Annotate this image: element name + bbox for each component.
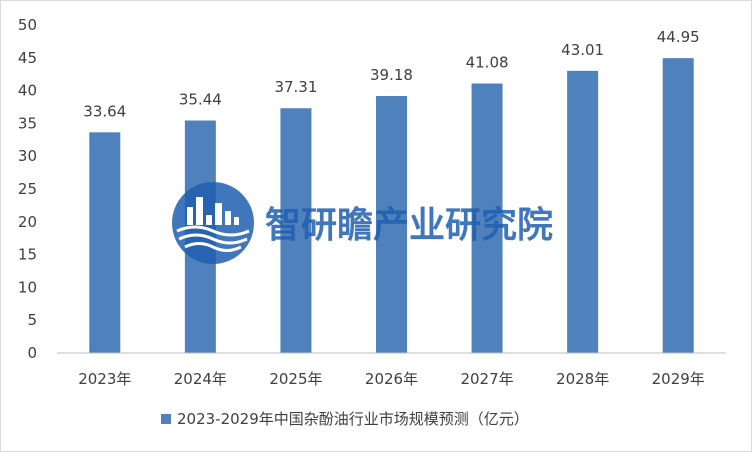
bar-value-label: 44.95 bbox=[657, 28, 700, 46]
bar bbox=[662, 58, 694, 354]
watermark-text: 智研瞻产业研究院 bbox=[265, 205, 553, 246]
y-tick-label: 5 bbox=[27, 311, 37, 329]
bar-value-label: 43.01 bbox=[561, 41, 604, 59]
x-tick-label: 2026年 bbox=[365, 370, 418, 388]
city-skyline-logo-icon bbox=[172, 182, 254, 264]
bar-value-label: 39.18 bbox=[370, 66, 413, 84]
data-labels: 33.64 35.44 37.31 39.18 41.08 43.01 44.95 bbox=[83, 28, 699, 120]
bar-value-label: 33.64 bbox=[83, 102, 126, 120]
bar bbox=[567, 70, 599, 353]
x-tick-label: 2029年 bbox=[652, 370, 705, 388]
x-tick-label: 2023年 bbox=[78, 370, 131, 388]
legend-label: 2023-2029年中国杂酚油行业市场规模预测（亿元） bbox=[177, 410, 529, 428]
x-tick-label: 2025年 bbox=[269, 370, 322, 388]
x-tick-label: 2027年 bbox=[460, 370, 513, 388]
bar bbox=[280, 108, 312, 353]
legend-swatch bbox=[161, 414, 171, 424]
bar bbox=[376, 95, 407, 354]
y-tick-label: 0 bbox=[27, 344, 37, 362]
x-tick-label: 2024年 bbox=[174, 370, 227, 388]
y-tick-label: 30 bbox=[18, 147, 37, 165]
bar bbox=[89, 132, 121, 353]
x-tick-label: 2028年 bbox=[556, 370, 609, 388]
x-axis-ticks: 2023年 2024年 2025年 2026年 2027年 2028年 2029年 bbox=[78, 370, 705, 388]
bar-series bbox=[89, 58, 694, 354]
y-tick-label: 15 bbox=[18, 246, 37, 264]
y-tick-label: 45 bbox=[18, 49, 37, 67]
y-tick-label: 35 bbox=[18, 114, 37, 132]
legend: 2023-2029年中国杂酚油行业市场规模预测（亿元） bbox=[161, 410, 529, 428]
y-tick-label: 20 bbox=[18, 213, 37, 231]
y-tick-label: 25 bbox=[18, 180, 37, 198]
y-axis-ticks: 0 5 10 15 20 25 30 35 40 45 50 bbox=[18, 16, 37, 362]
y-tick-label: 40 bbox=[18, 82, 37, 100]
y-tick-label: 10 bbox=[18, 278, 37, 296]
bar bbox=[471, 83, 503, 353]
y-tick-label: 50 bbox=[18, 16, 37, 34]
bar-value-label: 41.08 bbox=[466, 54, 509, 72]
watermark: 智研瞻产业研究院 bbox=[172, 182, 553, 264]
bar-value-label: 37.31 bbox=[274, 78, 317, 96]
bar-value-label: 35.44 bbox=[179, 91, 222, 109]
